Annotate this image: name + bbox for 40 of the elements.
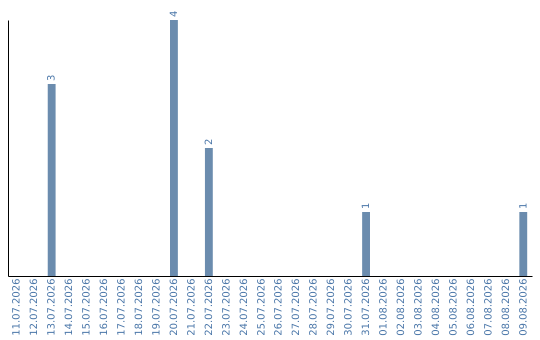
x-tick-label: 16.07.2026 xyxy=(99,278,110,336)
x-tick-label: 23.07.2026 xyxy=(221,278,232,336)
bar xyxy=(362,212,370,276)
x-tick-label: 25.07.2026 xyxy=(256,278,268,336)
x-tick-label: 05.08.2026 xyxy=(448,278,460,336)
x-tick-label: 21.07.2026 xyxy=(186,278,198,336)
x-tick-label: 02.08.2026 xyxy=(396,278,407,336)
x-tick-label: 03.08.2026 xyxy=(413,278,424,336)
x-tick-label: 26.07.2026 xyxy=(274,278,285,336)
x-tick-label: 18.07.2026 xyxy=(134,278,145,336)
x-tick-label: 17.07.2026 xyxy=(116,278,128,336)
x-tick-label: 07.08.2026 xyxy=(483,278,494,336)
bar xyxy=(170,20,178,276)
x-tick-label: 15.07.2026 xyxy=(82,278,93,336)
bar xyxy=(204,148,213,276)
data-label: 1 xyxy=(361,202,372,209)
x-tick-label: 13.07.2026 xyxy=(46,278,58,336)
x-tick-label: 20.07.2026 xyxy=(168,278,180,336)
x-tick-label: 29.07.2026 xyxy=(326,278,338,336)
data-label: 2 xyxy=(204,138,215,145)
x-tick-label: 31.07.2026 xyxy=(361,278,372,336)
x-tick-label: 14.07.2026 xyxy=(64,278,76,336)
x-tick-label: 19.07.2026 xyxy=(151,278,162,336)
data-label: 1 xyxy=(518,202,530,209)
data-label: 3 xyxy=(46,74,58,81)
x-tick-label: 06.08.2026 xyxy=(466,278,477,336)
bar xyxy=(519,212,528,276)
x-tick-label: 11.07.2026 xyxy=(12,278,23,336)
x-tick-label: 24.07.2026 xyxy=(238,278,250,336)
data-label: 4 xyxy=(168,10,180,17)
x-tick-label: 08.08.2026 xyxy=(500,278,512,336)
bar xyxy=(48,84,56,276)
x-tick-label: 30.07.2026 xyxy=(344,278,355,336)
x-tick-label: 01.08.2026 xyxy=(378,278,390,336)
x-tick-label: 04.08.2026 xyxy=(430,278,442,336)
x-tick-label: 27.07.2026 xyxy=(291,278,302,336)
x-tick-label: 09.08.2026 xyxy=(518,278,530,336)
x-tick-label: 28.07.2026 xyxy=(308,278,320,336)
x-tick-label: 12.07.2026 xyxy=(29,278,40,336)
x-tick-label: 22.07.2026 xyxy=(204,278,215,336)
